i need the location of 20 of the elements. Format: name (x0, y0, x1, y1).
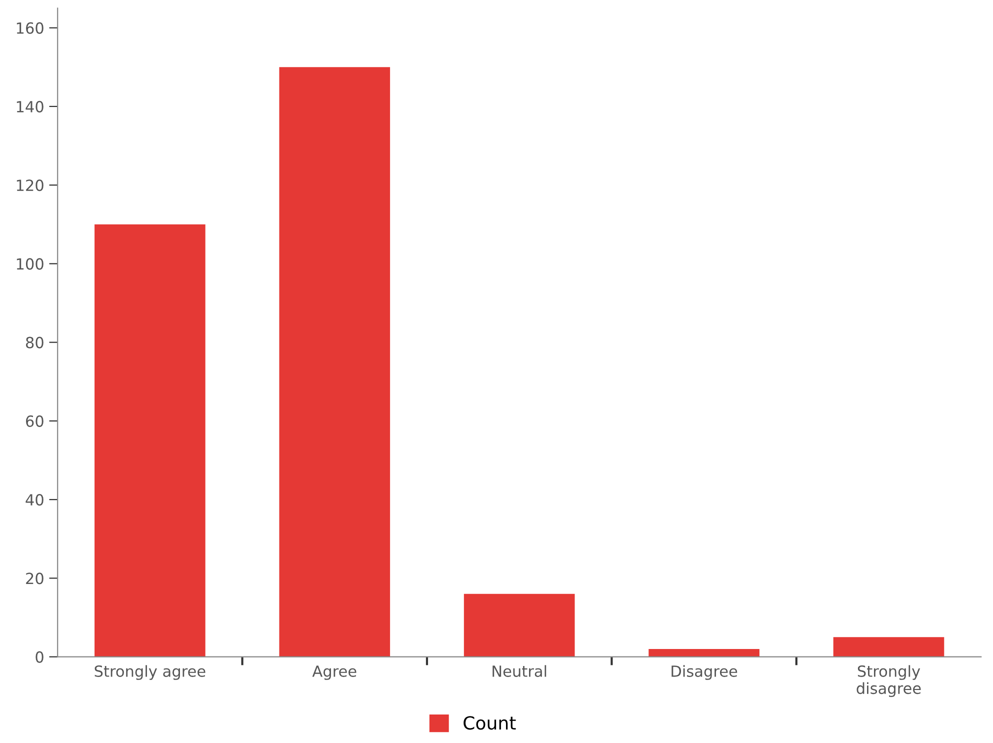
bar (279, 67, 390, 657)
y-tick-label: 160 (16, 22, 44, 34)
x-tick-label: Agree (312, 666, 356, 680)
bar (464, 594, 575, 657)
y-tick-label: 80 (26, 336, 44, 348)
bar (648, 648, 760, 657)
legend-label: Count (464, 716, 516, 730)
y-tick-label: 40 (26, 494, 44, 506)
bar (833, 637, 944, 657)
y-tick-label: 100 (16, 258, 44, 270)
y-tick-label: 0 (36, 651, 44, 663)
x-tick-label: Disagree (672, 665, 738, 680)
x-tick-label: Strongly disagree (856, 665, 921, 698)
bar (94, 224, 206, 657)
y-tick-label: 20 (26, 572, 44, 584)
y-tick-label: 120 (16, 180, 44, 192)
y-tick-label: 140 (16, 100, 44, 112)
x-tick-label: Neutral (492, 665, 546, 677)
y-tick-label: 60 (26, 415, 44, 427)
x-tick-label: Strongly agree (94, 665, 206, 680)
